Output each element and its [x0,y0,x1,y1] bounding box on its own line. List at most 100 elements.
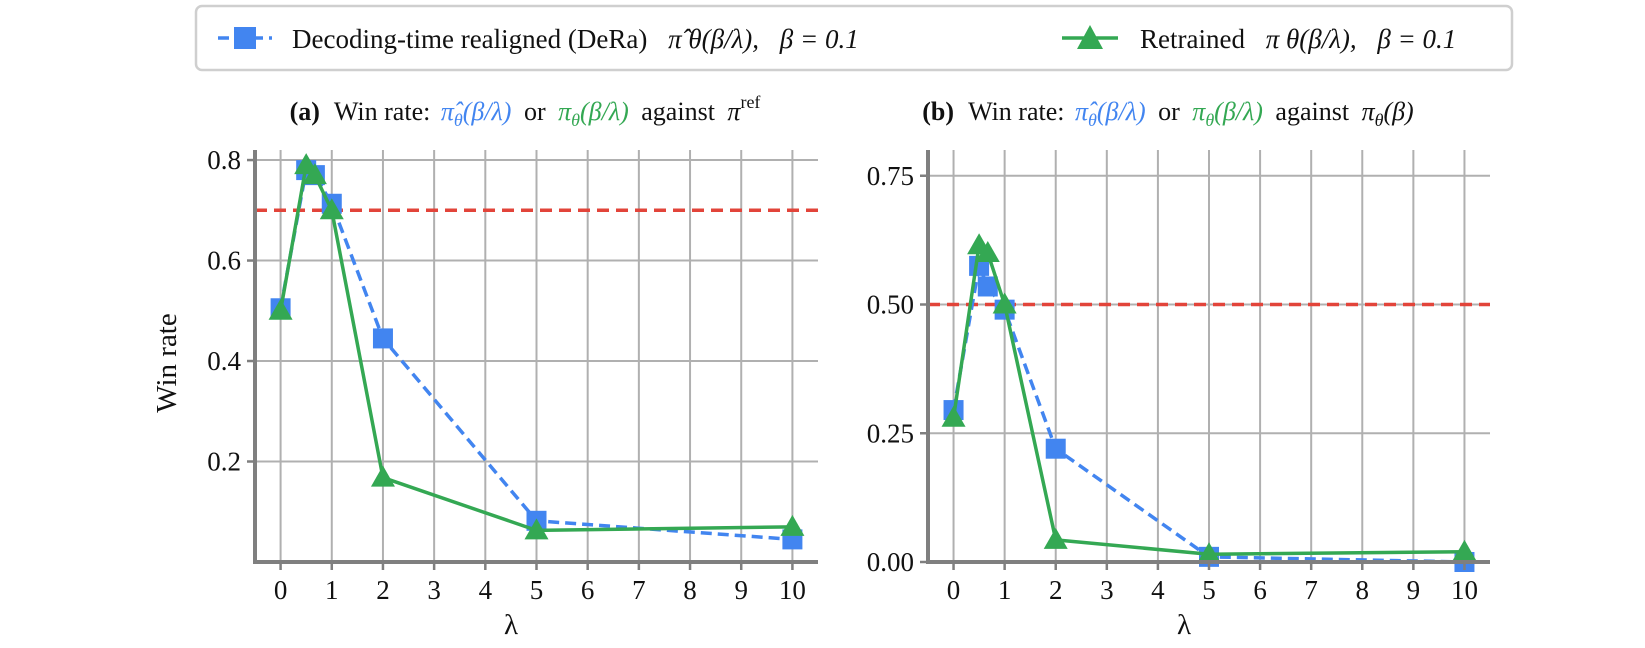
panel-a-title-lead: Win rate: [334,97,430,126]
panel-b-xticks: 0 1 2 3 4 5 6 7 8 9 10 [947,562,1478,605]
legend-label-dera: Decoding-time realigned (DeRa) [292,24,647,54]
legend-entry-retrained: Retrained π θ(β/λ), β = 0.1 [1062,24,1456,54]
legend: Decoding-time realigned (DeRa) π̂ θ(β/λ)… [194,4,1514,72]
panel-a-title-hat-sub: θ [454,110,463,130]
panel-b-xtick-label-2: 2 [1049,575,1063,605]
panel-b-ytick-label-1: 0.25 [867,418,914,448]
legend-arg-dera: θ(β/λ), [688,24,759,54]
panel-b-ytick-label-2: 0.50 [867,290,914,320]
panel-b-title-hat-sub: θ [1088,110,1097,130]
panel-a-title-plain-sym: π [558,97,572,126]
panel-b-point-retrained-2 [975,241,1000,262]
panel-b-xtick-label-6: 6 [1253,575,1267,605]
panel-a-grid [255,150,818,562]
panel-b-title-tag: (b) [922,97,954,126]
panel-b-xtick-label-3: 3 [1100,575,1114,605]
panel-b-xtick-label-9: 9 [1407,575,1421,605]
panel-a-yticks: 0.2 0.4 0.6 0.8 [207,145,255,477]
panel-b-xlabel: λ [1177,609,1191,641]
panel-a-title-hat-arg: (β/λ) [463,97,512,126]
panel-a-point-retrained-0 [268,298,293,320]
legend-marker-dera [234,27,256,49]
panel-b: (b) Win rate: π̂θ(β/λ) or πθ(β/λ) agains… [867,97,1490,641]
panel-a-xticks: 0 1 2 3 4 5 6 7 8 9 10 [274,562,806,605]
panel-b-xtick-label-0: 0 [947,575,961,605]
legend-entry-dera: Decoding-time realigned (DeRa) π̂ θ(β/λ)… [218,24,859,54]
panel-a-title-plain-sub: θ [571,110,580,130]
panel-a-ytick-label-3: 0.8 [207,145,241,175]
panel-b-point-retrained-4 [1043,527,1068,549]
panel-a-ytick-label-0: 0.2 [207,447,241,477]
legend-symbol-retrained: π [1266,24,1281,54]
panel-a-xtick-label-2: 2 [376,575,390,605]
panel-b-grid [928,150,1490,563]
panel-a-ylabel: Win rate [151,313,183,412]
panel-b-ytick-label-0: 0.00 [867,547,914,577]
panel-b-xtick-label-10: 10 [1451,575,1478,605]
panel-a-title-plain-arg: (β/λ) [580,97,629,126]
legend-text-retrained: Retrained π θ(β/λ), β = 0.1 [1140,24,1456,54]
panel-a-xtick-label-5: 5 [530,575,544,605]
panel-b-title-or: or [1158,97,1180,126]
panel-a-ytick-label-1: 0.4 [207,346,241,376]
panel-a-point-dera-4 [372,328,393,349]
panel-b-title-hat-arg: (β/λ) [1097,97,1146,126]
panel-a-xtick-label-3: 3 [427,575,441,605]
panel-b-point-retrained-6 [1452,539,1477,561]
legend-label-retrained: Retrained [1140,24,1245,54]
panel-b-xtick-label-1: 1 [998,575,1012,605]
panel-b-xtick-label-4: 4 [1151,575,1165,605]
panel-a-ytick-label-2: 0.6 [207,246,241,276]
panel-b-title-opp-sub: θ [1375,110,1384,130]
panel-a-title: (a) Win rate: π̂θ(β/λ) or πθ(β/λ) agains… [290,92,761,130]
panel-b-xtick-label-7: 7 [1304,575,1318,605]
panel-a-axes [253,150,818,564]
panel-a-title-or: or [524,97,546,126]
panel-a-xtick-label-0: 0 [274,575,288,605]
panel-b-point-retrained-3 [992,292,1017,314]
legend-frame [194,4,1514,72]
legend-param-retrained: β = 0.1 [1376,24,1456,54]
panel-b-title-plain-sub: θ [1205,110,1214,130]
panel-a: (a) Win rate: π̂θ(β/λ) or πθ(β/λ) agains… [151,92,818,641]
panel-a-point-retrained-5 [524,518,549,540]
panel-a-point-retrained-4 [370,465,395,487]
panel-a-xtick-label-7: 7 [632,575,646,605]
legend-param-dera: β = 0.1 [779,24,859,54]
panel-a-spines [253,150,818,564]
panel-b-point-dera-4 [1045,438,1066,459]
panel-a-xlabel: λ [504,609,518,641]
panel-b-point-retrained-5 [1197,542,1221,564]
panel-a-series [268,153,805,550]
panel-a-title-opp-sup: ref [740,92,760,112]
panel-b-title-plain-sym: π [1192,97,1206,126]
legend-arg-retrained: θ(β/λ), [1286,24,1357,54]
panel-b-title-lead: Win rate: [968,97,1064,126]
panel-b-yticks: 0.00 0.25 0.50 0.75 [867,161,928,577]
panel-b-point-dera-2 [977,276,998,297]
panel-b-title-opp-arg: (β) [1383,97,1413,126]
panel-a-title-tag: (a) [290,97,320,126]
panel-a-title-opp-sym: π [727,97,741,126]
panel-a-point-retrained-6 [780,514,805,536]
legend-marker-retrained [1077,25,1103,49]
panel-b-title: (b) Win rate: π̂θ(β/λ) or πθ(β/λ) agains… [922,97,1413,130]
panel-a-xtick-label-10: 10 [779,575,806,605]
panel-a-xtick-label-8: 8 [683,575,697,605]
panel-a-title-against: against [641,97,715,126]
panel-b-title-opp-sym: π [1362,97,1376,126]
panel-b-title-plain-arg: (β/λ) [1214,97,1263,126]
panel-b-ytick-label-3: 0.75 [867,161,914,191]
panel-a-xtick-label-1: 1 [325,575,339,605]
panel-a-xtick-label-4: 4 [479,575,493,605]
panel-b-xtick-label-8: 8 [1356,575,1370,605]
panel-a-xtick-label-9: 9 [734,575,748,605]
panel-b-xtick-label-5: 5 [1202,575,1216,605]
panel-a-point-retrained-3 [319,198,344,220]
panel-a-xtick-label-6: 6 [581,575,595,605]
legend-text-dera: Decoding-time realigned (DeRa) π̂ θ(β/λ)… [292,24,859,54]
panel-b-point-retrained-0 [941,405,966,427]
panel-b-title-against: against [1275,97,1349,126]
panel-a-point-retrained-2 [302,163,327,185]
